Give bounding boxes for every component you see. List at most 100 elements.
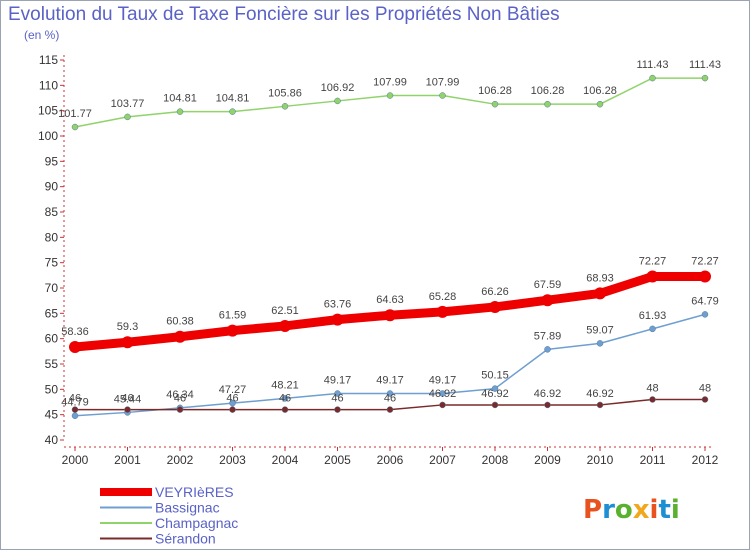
data-point — [701, 74, 709, 82]
data-point — [334, 406, 341, 413]
data-label: 65.28 — [429, 291, 457, 303]
data-point — [226, 324, 239, 337]
legend-label: Sérandon — [155, 531, 216, 547]
data-point — [176, 108, 184, 115]
y-tick-label: 55 — [45, 357, 59, 371]
y-tick-label: 105 — [38, 104, 58, 118]
data-label: 106.28 — [583, 85, 617, 97]
data-label: 61.93 — [639, 310, 667, 322]
data-label: 103.77 — [111, 98, 145, 110]
data-label: 46 — [69, 393, 81, 405]
x-tick-label: 2009 — [534, 453, 561, 467]
chart-title: Evolution du Taux de Taxe Foncière sur l… — [8, 4, 560, 25]
data-label: 47.27 — [219, 384, 247, 396]
data-point — [229, 399, 236, 407]
x-tick-label: 2011 — [640, 453, 666, 467]
x-tick-label: 2012 — [692, 453, 719, 467]
axes: 40 45 50 55 60 65 70 75 80 85 90 95 100 105 110 115 2000… — [38, 53, 719, 467]
data-label: 67.59 — [534, 279, 562, 291]
chart-subtitle: (en %) — [24, 28, 60, 42]
data-point — [594, 287, 606, 300]
data-point — [386, 406, 394, 413]
x-tick-label: 2001 — [114, 453, 141, 467]
x-tick-label: 2000 — [62, 453, 89, 467]
data-point — [491, 385, 499, 392]
data-label: 111.43 — [689, 59, 721, 71]
data-label: 48 — [646, 382, 658, 394]
data-label: 46.92 — [586, 388, 614, 400]
data-label: 63.76 — [324, 299, 352, 311]
data-point — [281, 103, 289, 110]
data-point — [174, 330, 186, 343]
data-point — [596, 100, 604, 108]
data-point — [596, 401, 604, 409]
legend-label: VEYRIèRES — [155, 484, 234, 500]
proxiti-logo: Proxiti — [583, 495, 680, 525]
data-point — [439, 401, 446, 409]
series-bassignac: 44.79 45.44 46.34 47.27 48.21 49.17 49.17 49.17… — [61, 295, 719, 419]
y-tick-label: 60 — [45, 332, 59, 346]
data-label: 48 — [699, 382, 711, 394]
data-label: 46 — [384, 393, 396, 405]
data-point — [176, 406, 184, 413]
data-label: 59.3 — [117, 321, 138, 333]
y-tick-label: 110 — [39, 78, 58, 92]
x-tick-label: 2005 — [324, 453, 351, 467]
x-tick-label: 2007 — [429, 453, 456, 467]
data-point — [386, 92, 394, 99]
data-label: 58.36 — [61, 326, 89, 338]
y-tick-label: 45 — [45, 408, 59, 422]
x-tick-label: 2002 — [167, 453, 194, 467]
data-point — [229, 108, 236, 115]
x-tick-label: 2004 — [272, 453, 299, 467]
data-point — [384, 309, 396, 322]
data-label: 104.81 — [163, 93, 197, 105]
series-champagnac: 101.77 103.77 104.81 104.81 105.86 106.92 107.… — [58, 59, 721, 131]
data-label: 72.27 — [691, 255, 719, 267]
data-point — [71, 412, 79, 419]
series-sérandon: 46 46 46 46 46 46 46 46.92 46.92 46.92 46.92 48 48 — [69, 382, 711, 413]
data-point — [699, 270, 711, 283]
data-label: 104.81 — [216, 93, 250, 105]
data-point — [281, 395, 289, 402]
data-point — [701, 396, 709, 403]
series-layer: 58.36 59.3 60.38 61.59 62.51 63.76 64.63 65.28 6… — [58, 59, 721, 419]
data-point — [544, 401, 551, 409]
data-point — [334, 97, 341, 105]
data-point — [491, 401, 499, 409]
data-label: 46.92 — [481, 388, 509, 400]
data-label: 49.17 — [429, 375, 457, 387]
data-point — [229, 406, 236, 413]
data-label: 49.17 — [376, 375, 404, 387]
data-point — [279, 319, 291, 332]
data-point — [281, 406, 289, 413]
x-tick-label: 2008 — [482, 453, 509, 467]
y-tick-label: 50 — [45, 382, 59, 396]
data-point — [121, 336, 134, 349]
y-tick-label: 65 — [45, 306, 59, 320]
y-tick-label: 115 — [39, 53, 58, 67]
data-label: 57.89 — [534, 330, 562, 342]
data-point — [71, 123, 79, 131]
data-label: 48.21 — [271, 379, 299, 391]
x-tick-label: 2006 — [377, 453, 404, 467]
data-label: 44.79 — [61, 397, 89, 409]
data-point — [646, 270, 659, 283]
data-point — [489, 300, 501, 313]
x-tick-label: 2010 — [587, 453, 614, 467]
data-label: 106.92 — [321, 82, 355, 94]
data-label: 66.26 — [481, 286, 509, 298]
data-point — [124, 406, 131, 413]
data-point — [386, 390, 394, 397]
data-label: 60.38 — [166, 316, 194, 328]
data-point — [544, 100, 551, 108]
data-label: 106.28 — [478, 85, 512, 97]
y-tick-label: 80 — [45, 230, 59, 244]
y-tick-label: 95 — [45, 154, 59, 168]
data-point — [334, 390, 341, 397]
y-tick-label: 40 — [45, 433, 59, 447]
y-tick-label: 70 — [45, 281, 59, 295]
data-point — [436, 305, 449, 318]
data-point — [649, 325, 656, 333]
